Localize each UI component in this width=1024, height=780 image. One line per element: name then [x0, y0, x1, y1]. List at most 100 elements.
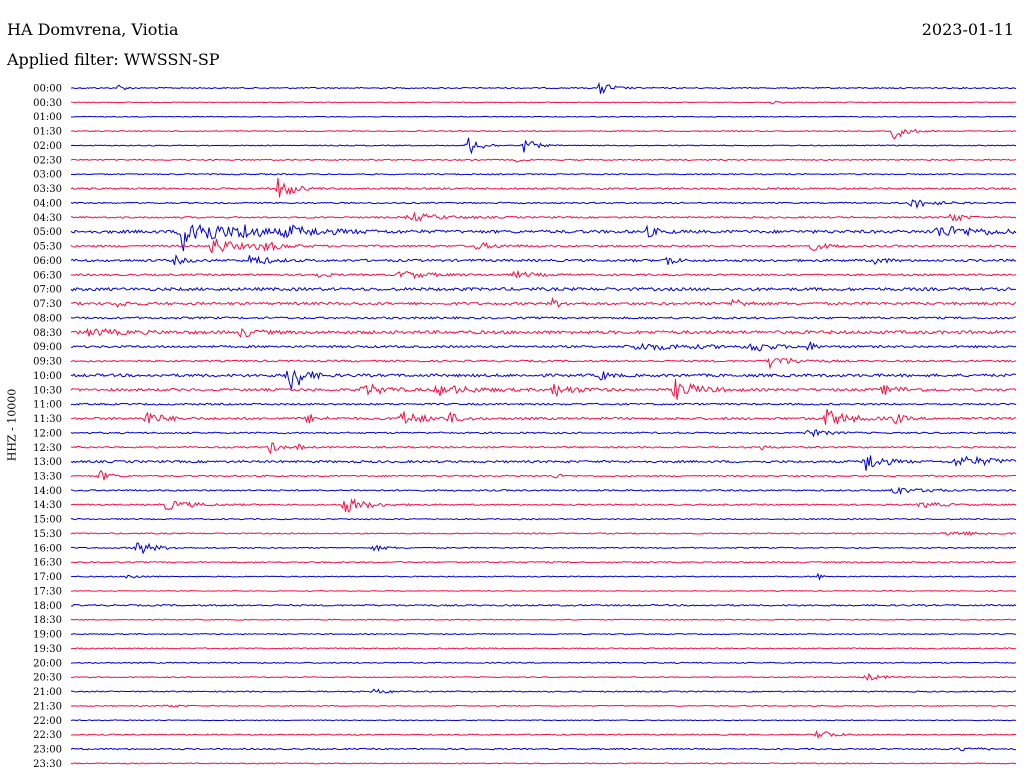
trace-1500 — [70, 517, 1017, 521]
tick-label-1630: 16:30 — [33, 558, 62, 569]
trace-1000 — [70, 369, 1017, 390]
tick-label-1130: 11:30 — [33, 414, 62, 425]
trace-2230 — [70, 729, 1017, 740]
tick-label-1300: 13:00 — [33, 457, 62, 468]
trace-0000 — [70, 81, 1017, 94]
trace-0930 — [70, 357, 1017, 370]
trace-1330 — [70, 469, 1017, 481]
tick-label-2100: 21:00 — [33, 687, 62, 698]
trace-0730 — [70, 296, 1017, 308]
trace-1600 — [70, 542, 1017, 555]
trace-1730 — [70, 590, 1017, 592]
tick-label-0600: 06:00 — [33, 256, 62, 267]
trace-1230 — [70, 442, 1017, 455]
trace-0430 — [70, 211, 1017, 222]
tick-label-1430: 14:30 — [33, 500, 62, 511]
tick-label-1900: 19:00 — [33, 630, 62, 641]
trace-0330 — [70, 177, 1017, 198]
trace-0030 — [70, 100, 1017, 105]
trace-0630 — [70, 269, 1017, 280]
trace-2130 — [70, 704, 1017, 708]
trace-group — [70, 81, 1017, 765]
tick-label-1700: 17:00 — [33, 572, 62, 583]
tick-label-1830: 18:30 — [33, 615, 62, 626]
tick-label-0430: 04:30 — [33, 213, 62, 224]
trace-0100 — [70, 115, 1017, 118]
tick-label-0830: 08:30 — [33, 328, 62, 339]
trace-0130 — [70, 128, 1017, 140]
trace-0230 — [70, 158, 1017, 163]
tick-label-0300: 03:00 — [33, 170, 62, 181]
tick-label-0100: 01:00 — [33, 112, 62, 123]
trace-0700 — [70, 286, 1017, 292]
trace-1200 — [70, 429, 1017, 438]
tick-label-2200: 22:00 — [33, 716, 62, 727]
tick-label-0230: 02:30 — [33, 155, 62, 166]
filter-label: Applied filter: WWSSN-SP — [7, 50, 220, 69]
tick-label-1100: 11:00 — [33, 400, 62, 411]
record-date: 2023-01-11 — [921, 20, 1014, 39]
tick-label-0130: 01:30 — [33, 127, 62, 138]
trace-1700 — [70, 572, 1017, 581]
tick-label-1200: 12:00 — [33, 428, 62, 439]
trace-0600 — [70, 254, 1017, 266]
trace-1830 — [70, 618, 1017, 621]
tick-label-0930: 09:30 — [33, 357, 62, 368]
tick-label-2300: 23:00 — [33, 745, 62, 756]
trace-1930 — [70, 647, 1017, 650]
tick-label-group: 00:00 00:30 01:00 01:30 02:00 02:30 03:00 03:30… — [33, 84, 62, 770]
trace-1130 — [70, 408, 1017, 425]
trace-1100 — [70, 402, 1017, 406]
trace-1800 — [70, 603, 1017, 607]
trace-1300 — [70, 455, 1017, 471]
tick-label-0500: 05:00 — [33, 227, 62, 238]
trace-2030 — [70, 672, 1017, 681]
tick-label-0700: 07:00 — [33, 285, 62, 296]
tick-label-0400: 04:00 — [33, 198, 62, 209]
tick-label-2230: 22:30 — [33, 730, 62, 741]
tick-label-0200: 02:00 — [33, 141, 62, 152]
tick-label-1800: 18:00 — [33, 601, 62, 612]
tick-label-1500: 15:00 — [33, 515, 62, 526]
trace-0300 — [70, 173, 1017, 176]
tick-label-0530: 05:30 — [33, 242, 62, 253]
tick-label-1530: 15:30 — [33, 529, 62, 540]
tick-label-0000: 00:00 — [33, 84, 62, 95]
trace-2100 — [70, 688, 1017, 694]
trace-0530 — [70, 238, 1017, 254]
trace-0900 — [70, 341, 1017, 352]
trace-0400 — [70, 199, 1017, 210]
trace-0500 — [70, 223, 1017, 252]
trace-2300 — [70, 747, 1017, 752]
tick-label-0900: 09:00 — [33, 342, 62, 353]
tick-label-0730: 07:30 — [33, 299, 62, 310]
tick-label-2030: 20:30 — [33, 673, 62, 684]
trace-2200 — [70, 719, 1017, 722]
tick-label-2130: 21:30 — [33, 701, 62, 712]
station-title: HA Domvrena, Viotia — [7, 20, 179, 39]
tick-label-0030: 00:30 — [33, 98, 62, 109]
trace-1400 — [70, 486, 1017, 495]
tick-label-0630: 06:30 — [33, 270, 62, 281]
tick-label-0330: 03:30 — [33, 184, 62, 195]
tick-label-1930: 19:30 — [33, 644, 62, 655]
trace-1030 — [70, 379, 1017, 400]
trace-1630 — [70, 560, 1017, 564]
trace-1900 — [70, 632, 1017, 636]
tick-label-1030: 10:30 — [33, 385, 62, 396]
trace-0830 — [70, 327, 1017, 338]
tick-label-1000: 10:00 — [33, 371, 62, 382]
trace-1430 — [70, 498, 1017, 513]
trace-0200 — [70, 137, 1017, 155]
trace-2330 — [70, 762, 1017, 765]
tick-label-1600: 16:00 — [33, 543, 62, 554]
tick-label-2000: 20:00 — [33, 658, 62, 669]
trace-2000 — [70, 661, 1017, 664]
tick-label-1230: 12:30 — [33, 443, 62, 454]
tick-label-1730: 17:30 — [33, 586, 62, 597]
trace-1530 — [70, 530, 1017, 537]
tick-label-1330: 13:30 — [33, 471, 62, 482]
tick-label-0800: 08:00 — [33, 313, 62, 324]
tick-label-1400: 14:00 — [33, 486, 62, 497]
